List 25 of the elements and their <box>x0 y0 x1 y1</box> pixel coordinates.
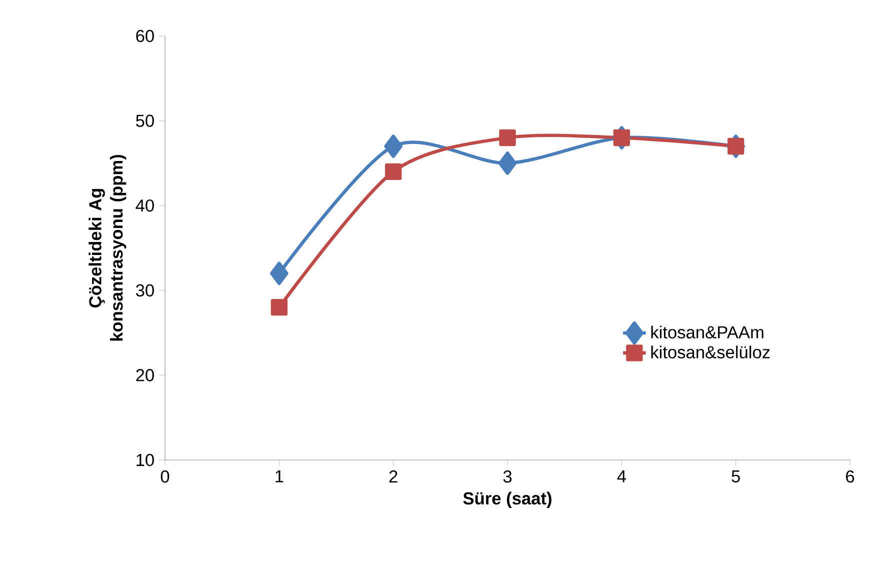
x-tick-label: 4 <box>617 470 626 482</box>
y-tick-label: 30 <box>136 284 154 297</box>
point <box>499 129 516 146</box>
y-axis-title: Çözeltideki Ag konsantrasyonu (ppm) <box>88 154 126 341</box>
x-tick-label: 2 <box>389 470 398 482</box>
x-axis-title: Süre (saat) <box>463 492 552 508</box>
x-tick-label: 0 <box>160 470 170 483</box>
y-tick-label: 60 <box>136 30 154 42</box>
x-tick-label: 3 <box>503 470 512 483</box>
x-tick-label: 6 <box>846 470 854 483</box>
point <box>498 152 517 175</box>
point <box>384 163 402 180</box>
point <box>270 262 288 286</box>
y-tick-label: 40 <box>136 199 154 212</box>
legend-label: kitosan&PAAm <box>651 326 764 338</box>
point <box>613 129 630 146</box>
point <box>727 138 744 155</box>
x-tick-label: 5 <box>732 470 740 482</box>
x-tick-label: 1 <box>276 470 284 482</box>
y-tick-label: 10 <box>136 454 154 466</box>
y-tick-label: 50 <box>136 114 154 127</box>
point <box>270 299 288 316</box>
legend-label: kitosan&selüloz <box>651 346 770 358</box>
y-tick-label: 20 <box>136 369 154 382</box>
point <box>384 134 403 158</box>
